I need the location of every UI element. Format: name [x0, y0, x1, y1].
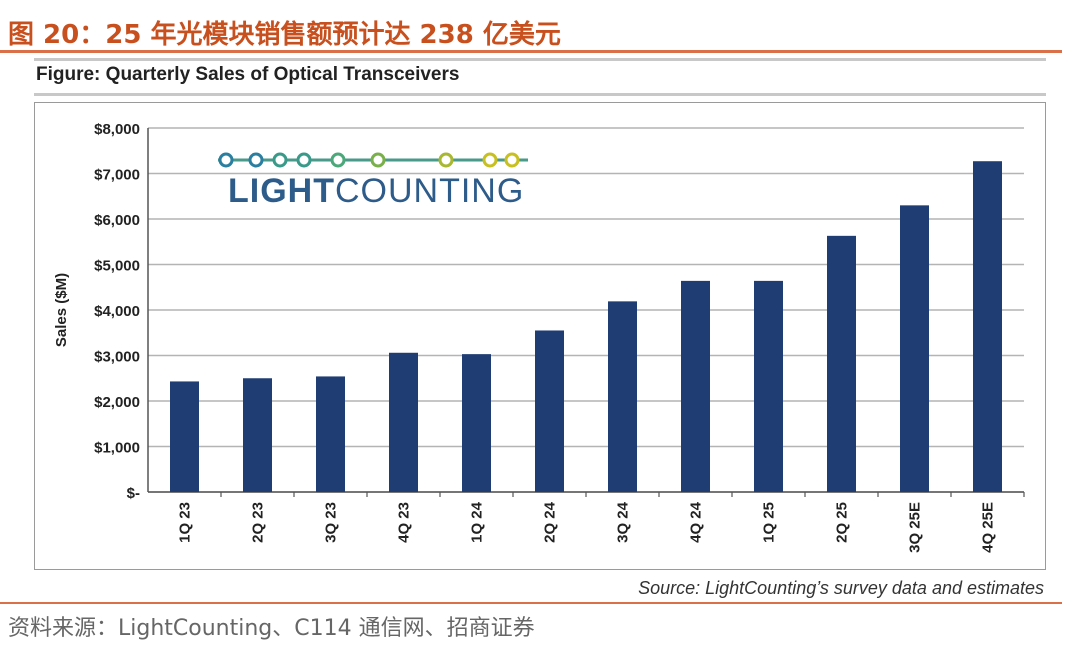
- x-tick-label: 1Q 23: [177, 502, 194, 543]
- bar: [462, 354, 491, 492]
- x-tick-label: 2Q 23: [250, 502, 267, 543]
- y-tick-label: $4,000: [94, 303, 140, 320]
- bar: [681, 280, 710, 492]
- bar: [754, 280, 783, 492]
- y-tick-label: $3,000: [94, 349, 140, 366]
- y-tick-label: $1,000: [94, 440, 140, 457]
- y-tick-label: $7,000: [94, 167, 140, 184]
- x-tick-label: 4Q 23: [396, 502, 413, 543]
- x-tick-label: 3Q 25E: [907, 502, 924, 553]
- x-tick-label: 4Q 24: [688, 501, 705, 543]
- bar: [973, 161, 1002, 492]
- x-tick-label: 4Q 25E: [980, 502, 997, 553]
- footer-divider: [0, 602, 1062, 604]
- bar: [535, 330, 564, 492]
- y-tick-label: $-: [127, 485, 140, 502]
- figure-top-rule: [34, 58, 1046, 61]
- bar: [389, 352, 418, 492]
- x-tick-label: 2Q 25: [834, 502, 851, 543]
- chart-source-note: Source: LightCounting’s survey data and …: [638, 578, 1044, 598]
- x-tick-label: 1Q 24: [469, 501, 486, 543]
- report-title: 图 20：25 年光模块销售额预计达 238 亿美元: [8, 20, 561, 50]
- data-source-note: 资料来源：LightCounting、C114 通信网、招商证券: [8, 616, 535, 641]
- y-axis-label: Sales ($M): [53, 273, 70, 347]
- x-tick-label: 3Q 24: [615, 501, 632, 543]
- bar: [243, 378, 272, 492]
- y-tick-label: $6,000: [94, 212, 140, 229]
- plot-frame: [34, 102, 1046, 570]
- bar: [170, 381, 199, 492]
- x-tick-label: 3Q 23: [323, 502, 340, 543]
- bar: [900, 205, 929, 492]
- x-tick-label: 2Q 24: [542, 501, 559, 543]
- x-tick-label: 1Q 25: [761, 502, 778, 543]
- figure-title-rule: [34, 93, 1046, 96]
- figure-title: Figure: Quarterly Sales of Optical Trans…: [36, 64, 460, 85]
- y-tick-label: $5,000: [94, 258, 140, 275]
- y-tick-label: $8,000: [94, 121, 140, 138]
- bar: [316, 376, 345, 492]
- title-divider: [0, 50, 1062, 53]
- bar: [827, 235, 856, 492]
- lightcounting-logo-text: LIGHTCOUNTING: [228, 172, 525, 210]
- bar: [608, 301, 637, 492]
- lightcounting-logo-icon: [218, 152, 528, 168]
- y-tick-label: $2,000: [94, 394, 140, 411]
